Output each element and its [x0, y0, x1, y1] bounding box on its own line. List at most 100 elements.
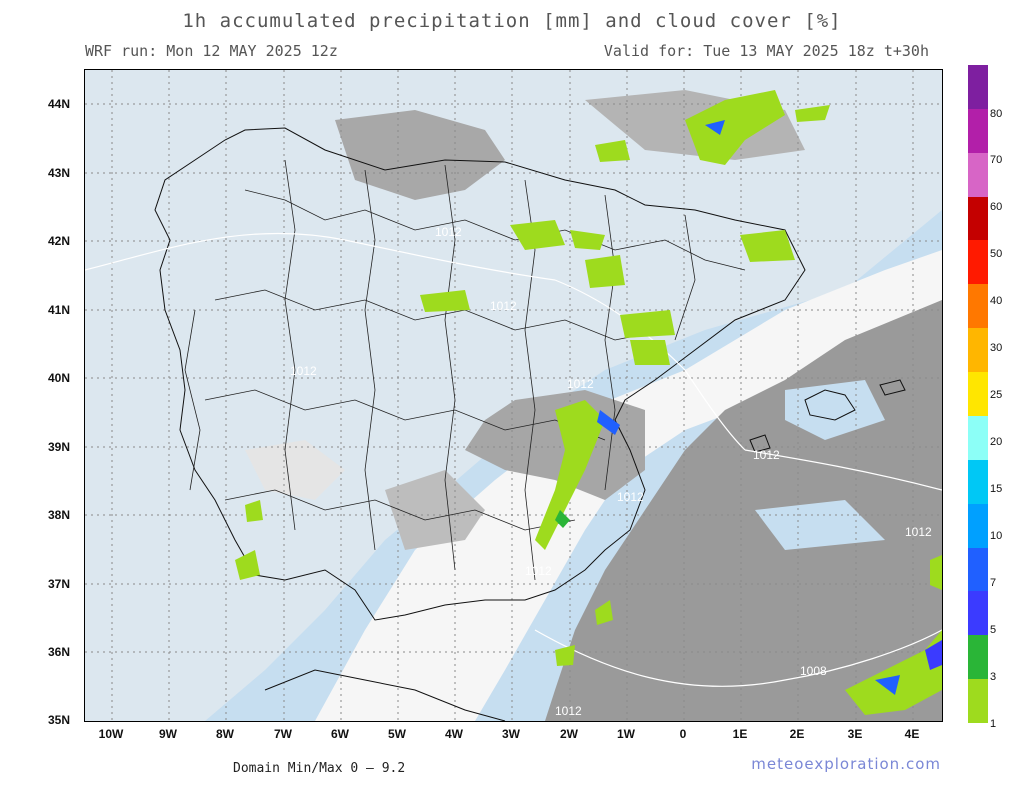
lat-label: 37N — [48, 577, 71, 591]
isobar-label: 1012 — [567, 377, 594, 391]
isobar-label: 1012 — [290, 364, 317, 378]
precip-patch — [510, 220, 565, 250]
lat-label: 40N — [48, 371, 71, 385]
isobar-lines — [85, 232, 942, 687]
lon-label: 3W — [502, 727, 520, 741]
legend-label: 7 — [990, 577, 997, 589]
lat-label: 39N — [48, 440, 71, 454]
cloud-layer-light — [85, 70, 942, 721]
precip-southeast — [845, 630, 942, 715]
legend-label: 30 — [990, 342, 1003, 354]
isobar-label: 1012 — [490, 299, 517, 313]
legend-label: 70 — [990, 154, 1003, 166]
precip-patch — [620, 310, 675, 338]
legend-color-segment — [968, 108, 988, 154]
coastline-ibiza — [749, 434, 771, 453]
precip-patch — [595, 140, 630, 162]
legend-color-segment — [968, 459, 988, 505]
lon-label: 5W — [388, 727, 406, 741]
legend-label: 50 — [990, 248, 1003, 260]
legend-color-segment — [968, 65, 988, 110]
lon-label: 2E — [789, 727, 805, 741]
isobar-label: 1012 — [435, 225, 462, 239]
domain-min-max: Domain Min/Max 0 — 9.2 — [233, 761, 406, 776]
lon-label: 6W — [331, 727, 349, 741]
isobar-label: 1012 — [555, 704, 582, 718]
legend-color-segment — [968, 196, 988, 241]
legend-color-segment — [968, 152, 988, 198]
cloud-patch-west — [245, 440, 345, 500]
legend-color-segment — [968, 372, 988, 417]
lon-label: 4W — [445, 727, 463, 741]
lon-label: 1W — [617, 727, 635, 741]
isobar-label: 1008 — [800, 664, 827, 678]
precip-patch — [570, 230, 605, 250]
lat-label: 44N — [48, 97, 71, 111]
precip-patch — [245, 500, 263, 522]
legend-color-segment — [968, 415, 988, 461]
precip-patch — [420, 290, 470, 312]
legend-label: 60 — [990, 201, 1003, 213]
precip-north-east — [685, 90, 785, 165]
precip-patch — [235, 550, 260, 580]
legend-label: 40 — [990, 295, 1003, 307]
run-info: WRF run: Mon 12 MAY 2025 12z — [85, 42, 338, 60]
legend-label: 10 — [990, 530, 1003, 542]
legend-color-segment — [968, 591, 988, 636]
legend-label: 20 — [990, 436, 1003, 448]
precip-patch — [740, 230, 795, 262]
precipitation-map[interactable]: 1012 1012 1012 1012 1012 1012 1012 1012 … — [84, 69, 943, 722]
valid-info: Valid for: Tue 13 MAY 2025 18z t+30h — [603, 42, 929, 60]
legend-color-segment — [968, 328, 988, 373]
precip-patch — [795, 105, 830, 122]
precipitation-areas — [235, 90, 942, 715]
precip-patch — [930, 555, 942, 590]
isobar-label: 1012 — [525, 564, 552, 578]
precip-band-southeast — [535, 400, 605, 550]
map-canvas: 1012 1012 1012 1012 1012 1012 1012 1012 … — [85, 70, 942, 721]
legend-label: 1 — [990, 718, 997, 730]
precip-core — [705, 120, 725, 135]
precip-core — [597, 410, 620, 435]
coastline-menorca — [879, 379, 906, 396]
precip-core — [925, 640, 942, 670]
lon-label: 7W — [274, 727, 292, 741]
graticule — [85, 70, 942, 721]
cloud-mass-north — [335, 110, 505, 200]
isobar-labels: 1012 1012 1012 1012 1012 1012 1012 1012 … — [290, 225, 932, 718]
cloud-mass-south — [385, 470, 485, 550]
lon-label: 0 — [679, 727, 687, 741]
legend-color-segment — [968, 240, 988, 285]
lat-label: 41N — [48, 303, 71, 317]
color-legend — [968, 65, 988, 724]
isobar-label: 1012 — [753, 448, 780, 462]
lat-label: 36N — [48, 645, 71, 659]
legend-color-segment — [968, 503, 988, 549]
legend-label: 25 — [990, 389, 1003, 401]
legend-label: 3 — [990, 671, 997, 683]
clear-pocket-se — [755, 500, 885, 550]
precip-core — [555, 510, 570, 528]
lat-label: 43N — [48, 166, 71, 180]
precip-patch — [630, 340, 670, 365]
lon-label: 2W — [560, 727, 578, 741]
site-link[interactable]: meteoexploration.com — [751, 755, 941, 773]
legend-color-segment — [968, 635, 988, 680]
clear-pocket-balearic — [785, 380, 885, 440]
lon-label: 9W — [159, 727, 177, 741]
legend-color-segment — [968, 284, 988, 329]
isobar-label: 1012 — [617, 490, 644, 504]
precip-core — [875, 675, 900, 695]
lat-label: 42N — [48, 234, 71, 248]
coastline-mallorca — [804, 389, 856, 421]
lat-label: 38N — [48, 508, 71, 522]
isobar-label: 1012 — [905, 525, 932, 539]
lon-label: 10W — [98, 727, 124, 741]
precip-patch — [585, 255, 625, 288]
legend-label: 80 — [990, 108, 1003, 120]
legend-label: 5 — [990, 624, 997, 636]
precip-patch — [595, 600, 613, 625]
lon-label: 3E — [847, 727, 863, 741]
legend-label: 15 — [990, 483, 1003, 495]
province-borders — [184, 159, 746, 581]
